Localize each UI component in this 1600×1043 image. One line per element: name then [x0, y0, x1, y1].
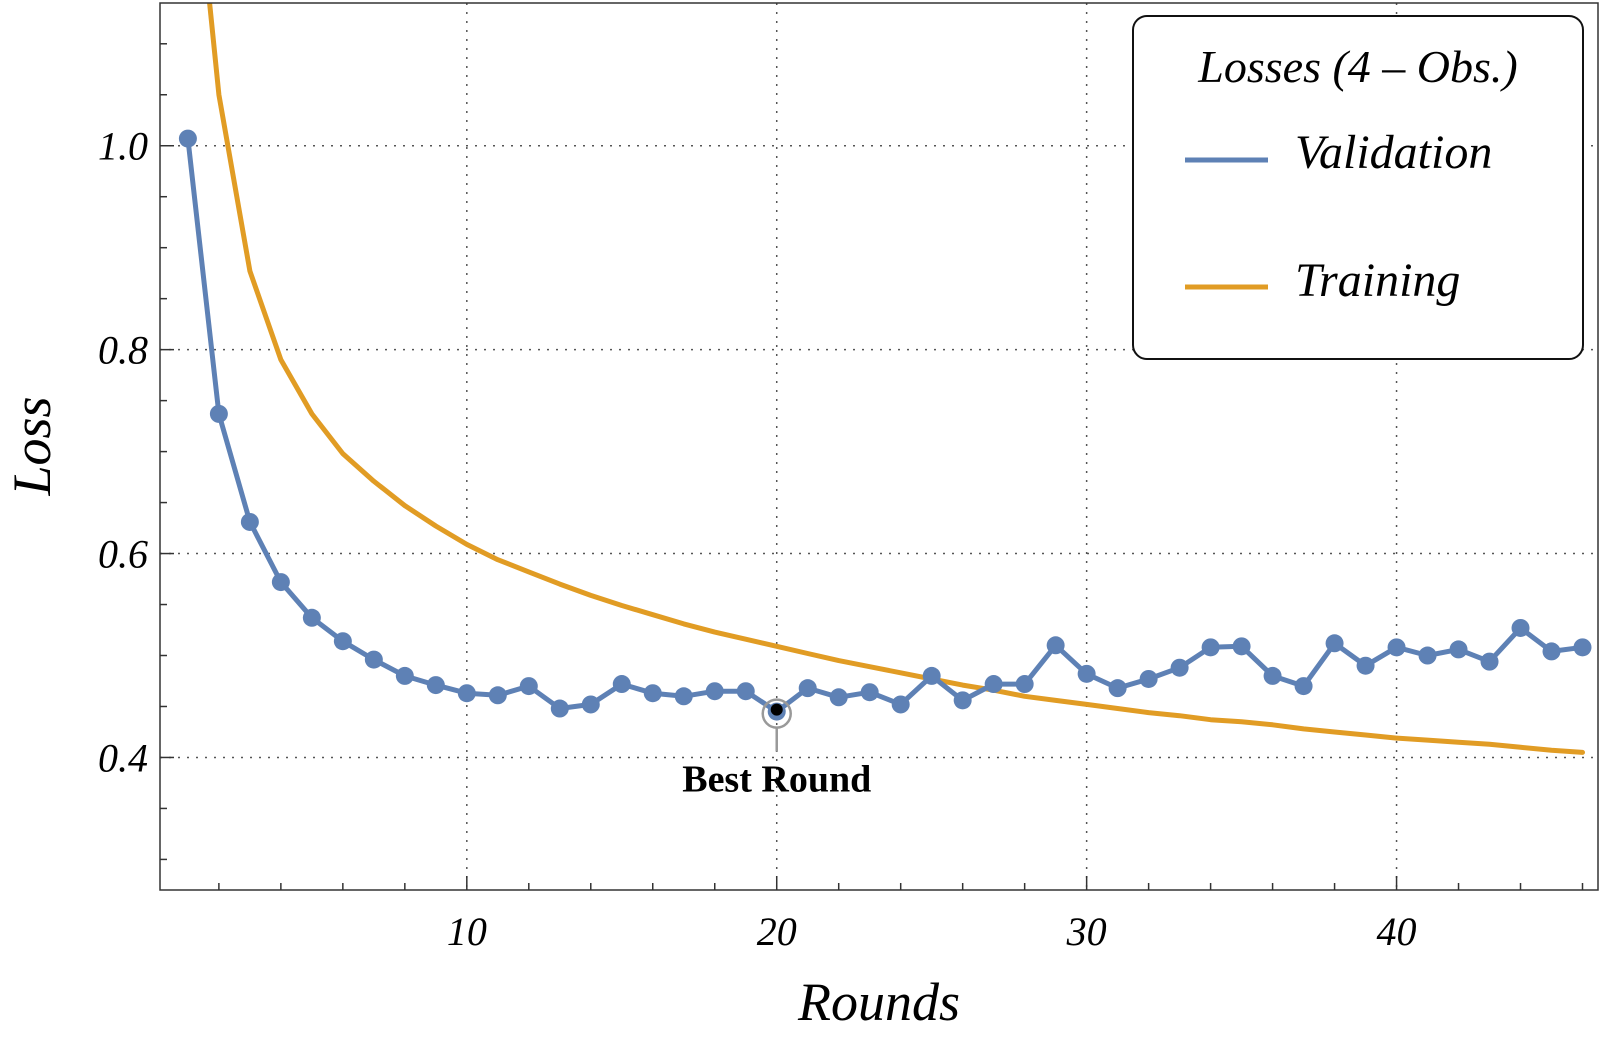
series-line-validation	[185, 136, 1585, 715]
data-point-validation	[1325, 634, 1344, 653]
data-point-validation	[1480, 652, 1499, 671]
data-point-validation	[364, 650, 383, 669]
data-point-validation	[612, 675, 631, 694]
y-tick-label: 0.4	[98, 735, 148, 780]
tick-layer: 10 20 30 40 0.4 0.6 0.8 1.0	[98, 43, 1584, 954]
data-point-validation	[1046, 636, 1065, 655]
legend: Losses (4 – Obs.) Validation Training	[1132, 15, 1584, 360]
data-point-validation	[1201, 638, 1220, 657]
data-point-validation	[519, 677, 538, 696]
series-line-training	[207, 3, 1585, 755]
data-point-validation	[1077, 664, 1096, 683]
legend-title: Losses (4 – Obs.)	[1197, 41, 1517, 92]
data-point-validation	[1294, 677, 1313, 696]
data-point-validation	[1387, 638, 1406, 657]
x-tick-label: 40	[1377, 909, 1417, 954]
x-tick-label: 20	[757, 909, 797, 954]
data-point-validation	[1418, 646, 1437, 665]
data-point-validation	[1139, 669, 1158, 688]
data-point-validation	[829, 688, 848, 707]
legend-label-training: Training	[1295, 254, 1460, 307]
y-tick-label: 0.6	[98, 532, 148, 577]
data-point-validation	[1015, 675, 1034, 694]
data-point-validation	[984, 675, 1003, 694]
data-point-validation	[1170, 658, 1189, 677]
data-point-validation	[1232, 637, 1251, 656]
data-point-validation	[240, 512, 259, 531]
legend-label-validation: Validation	[1295, 126, 1492, 179]
data-point-validation	[953, 691, 972, 710]
data-point-validation	[1263, 666, 1282, 685]
best-round-label: Best Round	[682, 759, 871, 801]
data-point-validation	[891, 695, 910, 714]
data-point-validation	[271, 573, 290, 592]
data-point-validation	[798, 679, 817, 698]
data-point-validation	[1542, 642, 1561, 661]
series-layer	[178, 3, 1592, 755]
data-point-validation	[457, 684, 476, 703]
x-tick-label: 10	[447, 909, 487, 954]
data-point-validation	[860, 683, 879, 702]
x-tick-label: 30	[1066, 909, 1107, 954]
data-point-validation	[302, 608, 321, 627]
y-axis-title: Loss	[2, 396, 62, 496]
data-point-validation	[922, 666, 941, 685]
data-point-validation	[1511, 618, 1530, 637]
data-point-validation	[395, 666, 414, 685]
data-point-validation	[643, 684, 662, 703]
data-point-validation	[1356, 656, 1375, 675]
x-axis-title: Rounds	[797, 972, 960, 1032]
data-point-validation	[178, 129, 197, 148]
data-point-validation	[488, 686, 507, 705]
data-point-validation	[705, 682, 724, 701]
data-point-validation	[333, 632, 352, 651]
data-point-validation	[581, 695, 600, 714]
data-point-validation	[550, 699, 569, 718]
annotation-layer: Best Round	[682, 698, 871, 801]
data-point-validation	[1573, 638, 1592, 657]
data-point-validation	[1449, 640, 1468, 659]
legend-box	[1132, 15, 1584, 360]
data-point-validation	[209, 404, 228, 423]
data-point-validation	[426, 676, 445, 695]
y-tick-label: 0.8	[98, 328, 148, 373]
data-point-validation	[674, 687, 693, 706]
data-point-validation	[1108, 679, 1127, 698]
plot-frame	[159, 2, 1599, 891]
best-round-marker-dot	[770, 703, 783, 716]
data-point-validation	[736, 682, 755, 701]
y-tick-label: 1.0	[98, 124, 148, 169]
